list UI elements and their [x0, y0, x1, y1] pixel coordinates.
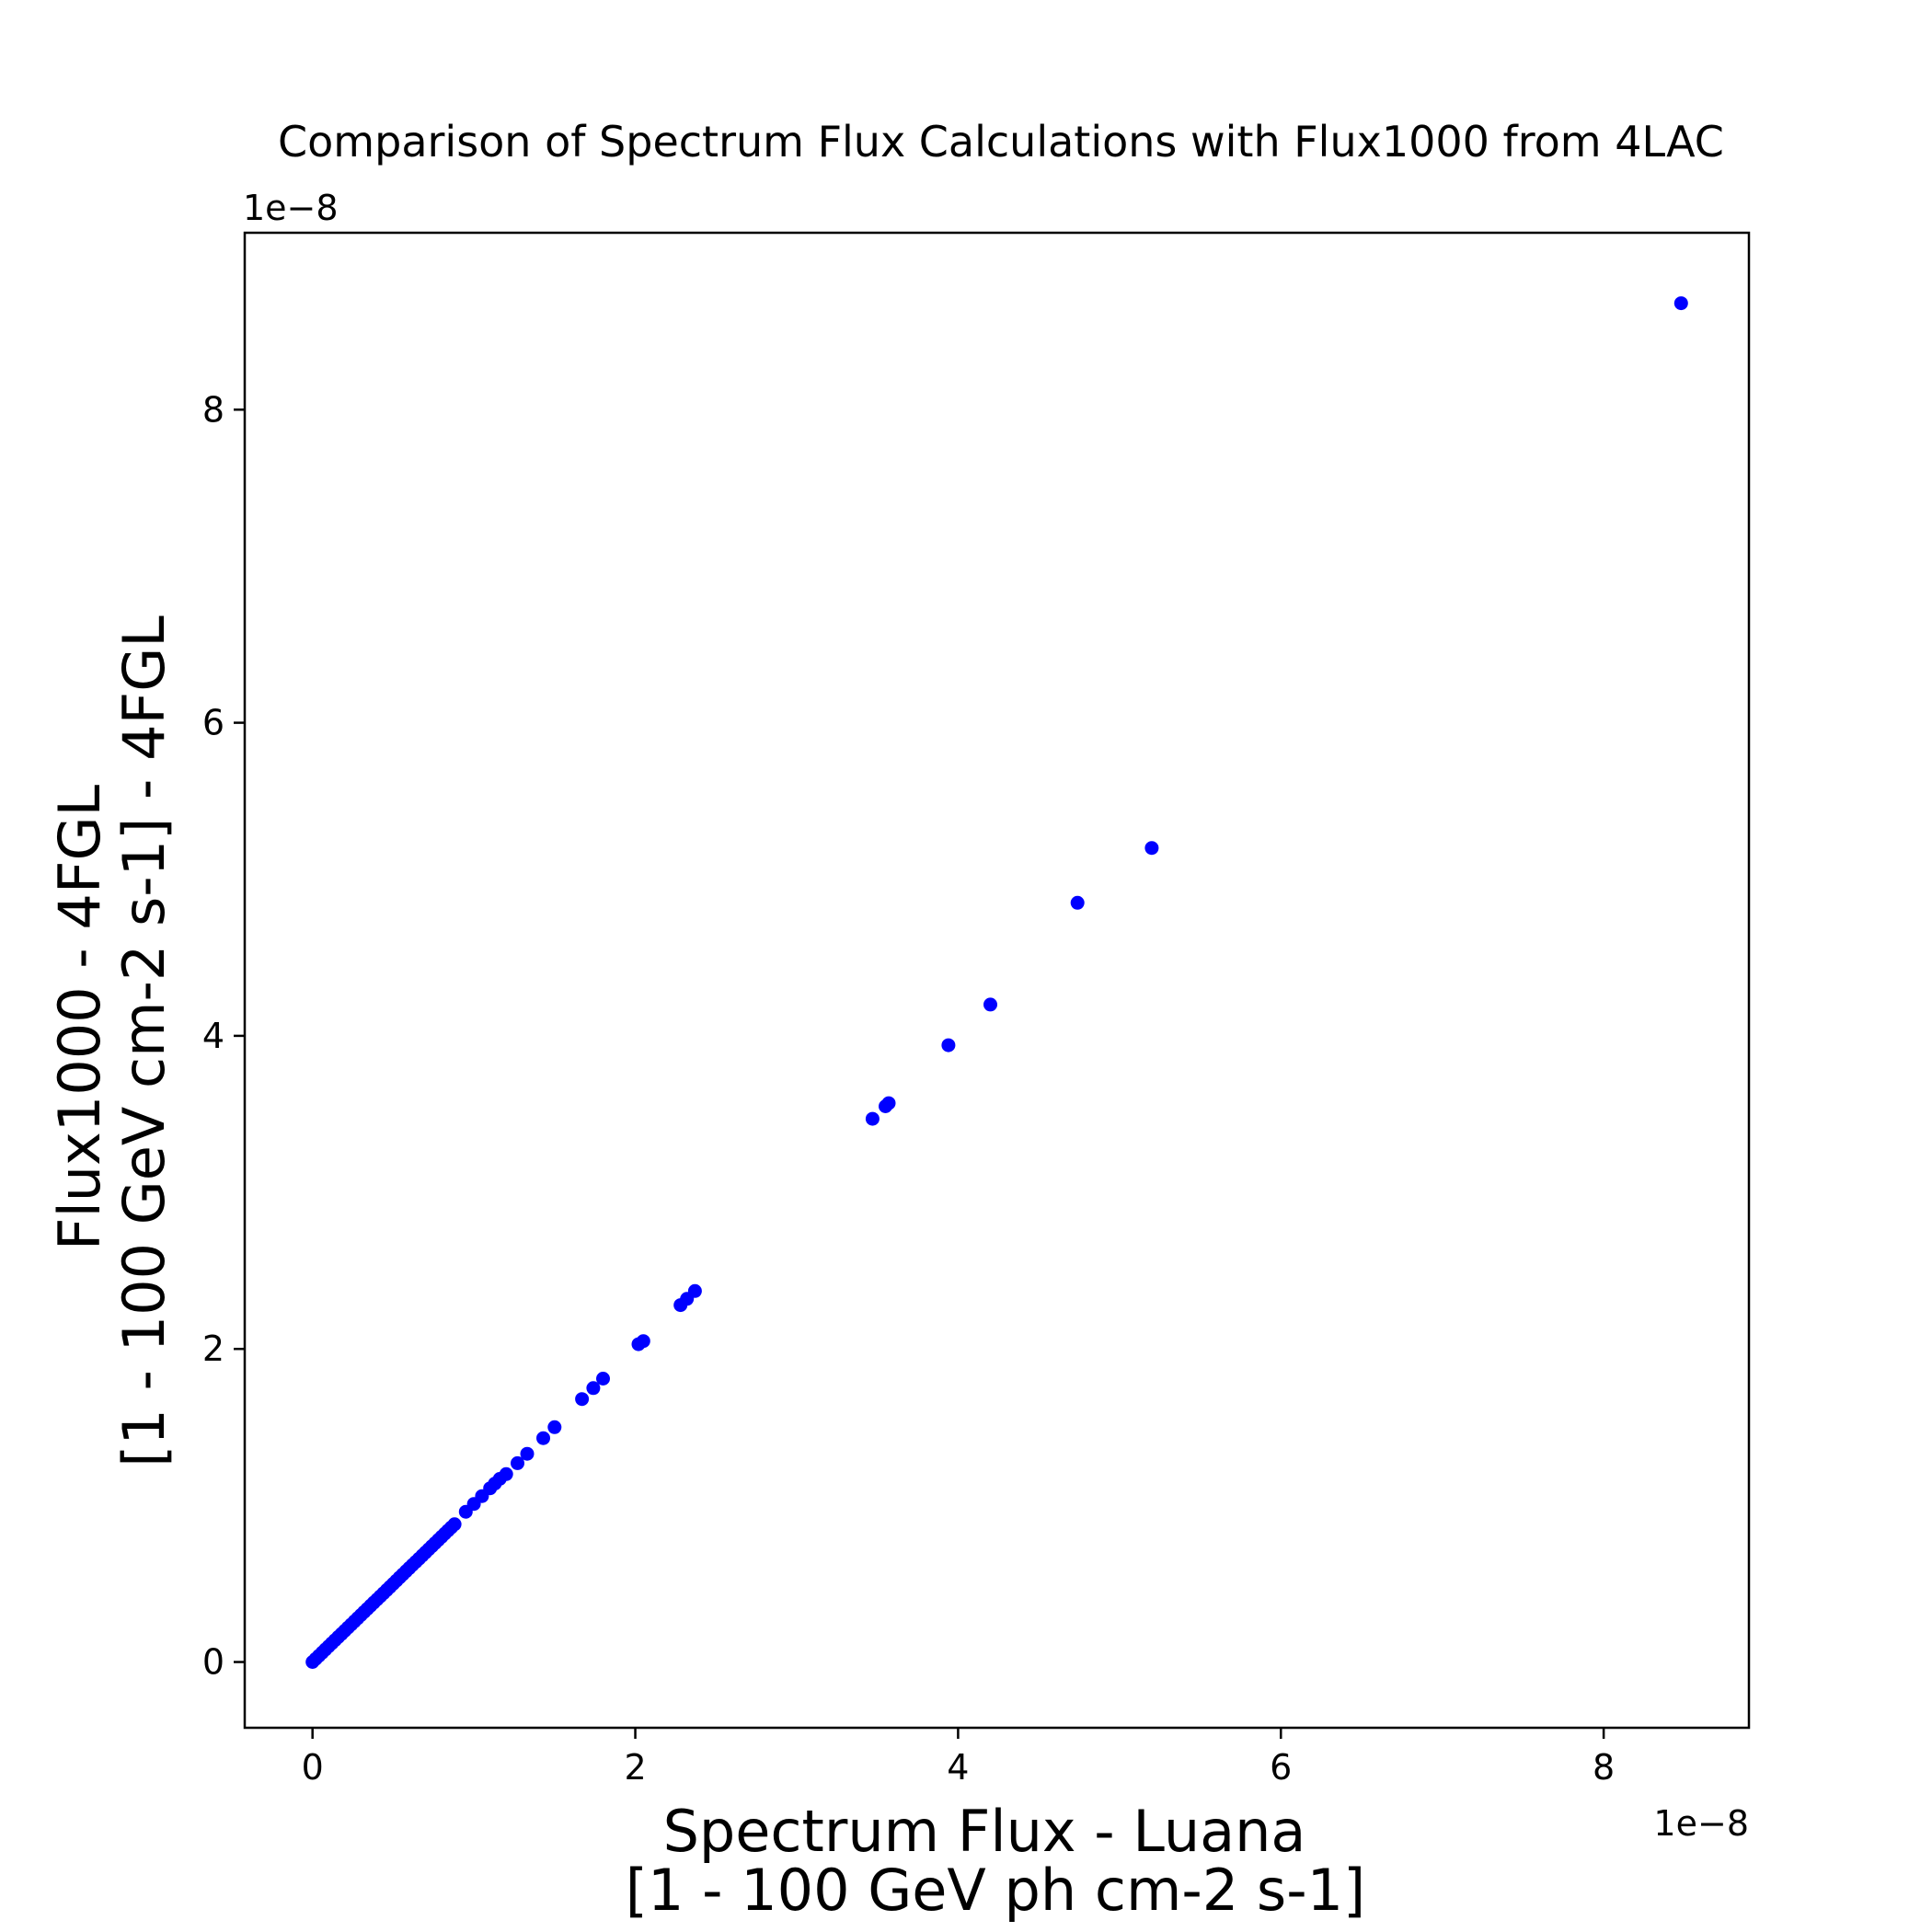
x-axis-label-line-1: Spectrum Flux - Luana	[663, 1798, 1306, 1865]
data-point	[1673, 296, 1688, 311]
data-point	[499, 1466, 513, 1481]
data-point	[447, 1517, 462, 1532]
data-point	[536, 1431, 550, 1445]
x-tick-label: 8	[1593, 1747, 1615, 1788]
data-point	[687, 1283, 702, 1298]
x-tick-label: 4	[947, 1747, 969, 1788]
data-point	[596, 1372, 610, 1386]
x-tick-label: 6	[1270, 1747, 1292, 1788]
y-axis-label-line-1: Flux1000 - 4FGL	[46, 784, 113, 1250]
x-axis-label-line-2: [1 - 100 GeV ph cm-2 s-1]	[626, 1857, 1365, 1924]
axes-frame	[243, 231, 1751, 1730]
y-axis-ticks: 0 2 4 6 8	[202, 389, 245, 1683]
x-axis-ticks: 0 2 4 6 8	[302, 1728, 1615, 1788]
x-tick-label: 2	[624, 1747, 646, 1788]
y-tick-label: 0	[202, 1642, 224, 1683]
x-tick-label: 0	[302, 1747, 324, 1788]
chart-title: Comparison of Spectrum Flux Calculations…	[278, 117, 1724, 167]
y-tick-label: 8	[202, 389, 224, 430]
y-tick-label: 4	[202, 1016, 224, 1056]
data-point	[520, 1446, 535, 1461]
plot-area	[305, 296, 1688, 1669]
y-axis-label-line-2: [1 - 100 GeV cm-2 s-1] - 4FGL	[110, 615, 178, 1467]
data-point	[881, 1096, 896, 1110]
y-offset-label: 1e−8	[243, 188, 339, 228]
data-point	[983, 997, 997, 1012]
data-point	[1070, 895, 1085, 910]
y-tick-label: 2	[202, 1328, 224, 1369]
data-point	[941, 1038, 956, 1052]
x-offset-label: 1e−8	[1653, 1803, 1749, 1844]
data-point	[586, 1381, 601, 1396]
data-point	[547, 1420, 562, 1434]
data-point	[575, 1392, 590, 1407]
y-tick-label: 6	[202, 703, 224, 743]
data-point	[865, 1111, 880, 1126]
data-point	[511, 1455, 524, 1470]
data-point	[1144, 841, 1159, 856]
data-point	[636, 1334, 650, 1349]
